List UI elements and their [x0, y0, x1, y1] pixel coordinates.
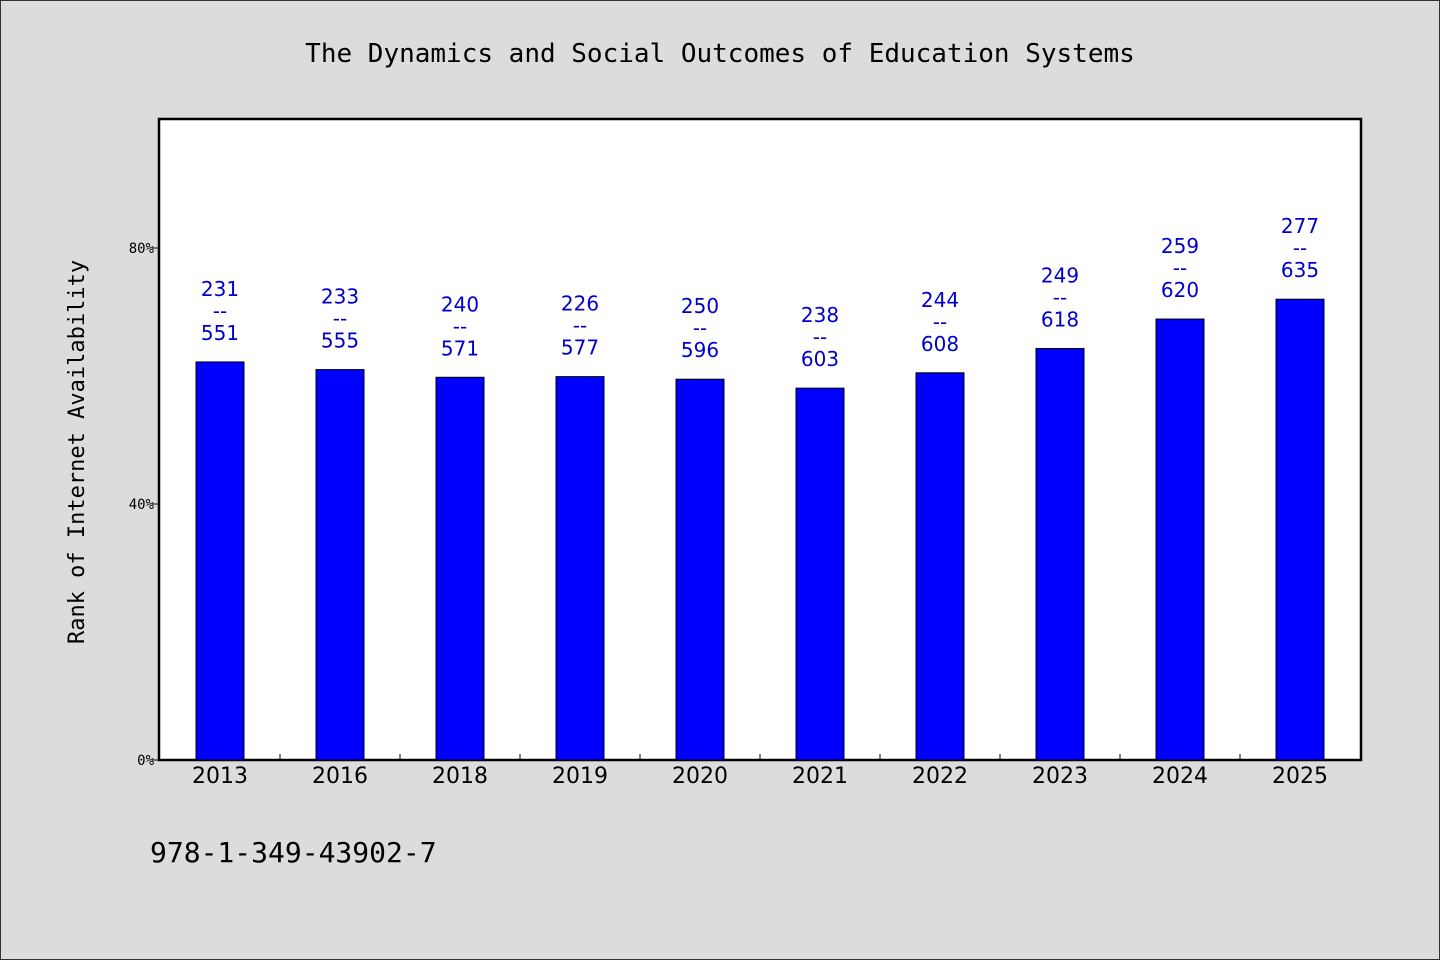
bar-label-2016-2: 555	[321, 329, 359, 353]
bar-label-2019-0: 226	[561, 292, 599, 316]
bar-2019	[555, 376, 605, 761]
bar-label-2025-2: 635	[1281, 258, 1319, 282]
bar-2021	[795, 387, 845, 761]
bar-label-2023-1: --	[1053, 285, 1067, 309]
chart-title: The Dynamics and Social Outcomes of Educ…	[305, 39, 1135, 69]
bar-2022	[915, 372, 965, 761]
y-axis-ticks: 0% 40% 80%	[129, 241, 160, 769]
bar-2018	[435, 376, 485, 761]
bar-label-2018-1: --	[453, 314, 467, 338]
bar-labels: 231--551233--555240--571226--577250--596…	[201, 214, 1319, 371]
x-tick-label-2016: 2016	[312, 764, 368, 789]
bar-label-2021-2: 603	[801, 347, 839, 371]
bar-2025	[1275, 298, 1325, 761]
bar-label-2021-1: --	[813, 325, 827, 349]
y-tick-label-0: 0%	[137, 753, 154, 769]
bar-label-2025-0: 277	[1281, 214, 1319, 238]
bar-label-2020-0: 250	[681, 294, 719, 318]
bar-label-2023-0: 249	[1041, 263, 1079, 287]
x-tick-label-2021: 2021	[792, 764, 848, 789]
bar-2020	[675, 378, 725, 761]
x-axis-ticks: 2013 2016 2018 2019 2020 2021 2022 2023 2024 2025	[192, 754, 1328, 789]
bar-label-2022-0: 244	[921, 288, 959, 312]
bar-label-2016-0: 233	[321, 285, 359, 309]
bar-label-2024-2: 620	[1161, 278, 1199, 302]
bar-label-2024-0: 259	[1161, 234, 1199, 258]
bar-2016	[315, 369, 365, 761]
bar-label-2013-2: 551	[201, 321, 239, 345]
isbn-label: 978-1-349-43902-7	[150, 836, 437, 869]
x-tick-label-2019: 2019	[552, 764, 608, 789]
bar-label-2018-0: 240	[441, 292, 479, 316]
bar-2013	[195, 361, 245, 761]
bar-label-2013-1: --	[213, 299, 227, 323]
bar-label-2021-0: 238	[801, 303, 839, 327]
bar-label-2019-2: 577	[561, 336, 599, 360]
bar-label-2019-1: --	[573, 314, 587, 338]
bar-label-2013-0: 231	[201, 277, 239, 301]
bar-label-2025-1: --	[1293, 236, 1307, 260]
bar-label-2020-2: 596	[681, 338, 719, 362]
x-tick-label-2022: 2022	[912, 764, 968, 789]
x-tick-label-2024: 2024	[1152, 764, 1208, 789]
x-tick-label-2025: 2025	[1272, 764, 1328, 789]
bar-2024	[1155, 318, 1205, 761]
bars	[195, 298, 1325, 761]
y-tick-label-2: 80%	[129, 241, 155, 257]
bar-label-2022-1: --	[933, 310, 947, 334]
bar-label-2020-1: --	[693, 316, 707, 340]
bar-label-2018-2: 571	[441, 336, 479, 360]
bar-label-2016-1: --	[333, 307, 347, 331]
x-tick-label-2018: 2018	[432, 764, 488, 789]
bar-label-2024-1: --	[1173, 256, 1187, 280]
bar-label-2023-2: 618	[1041, 307, 1079, 331]
bar-2023	[1035, 347, 1085, 761]
x-tick-label-2023: 2023	[1032, 764, 1088, 789]
y-axis-label: Rank of Internet Availability	[65, 260, 90, 644]
bar-label-2022-2: 608	[921, 332, 959, 356]
x-tick-label-2020: 2020	[672, 764, 728, 789]
x-tick-label-2013: 2013	[192, 764, 248, 789]
y-tick-label-1: 40%	[129, 497, 155, 513]
